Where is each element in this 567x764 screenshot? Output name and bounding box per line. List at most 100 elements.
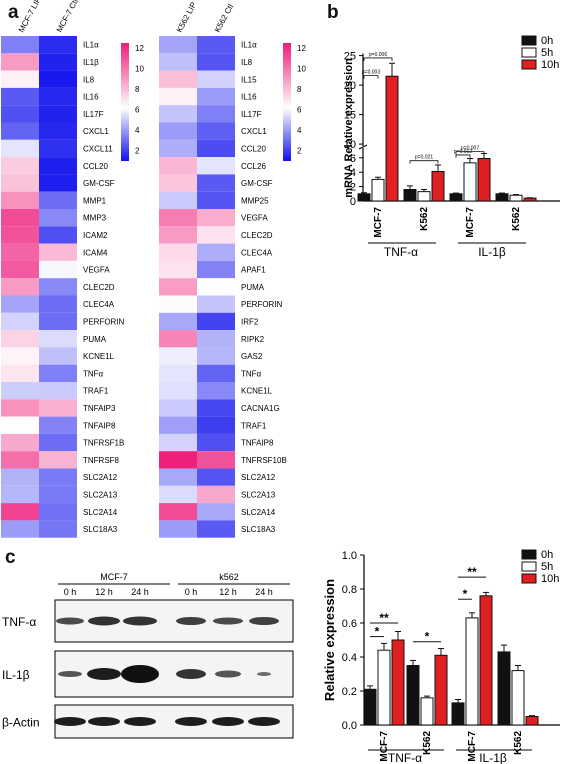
gene-label: SLC2A12 bbox=[241, 473, 276, 482]
heatmap-cell bbox=[39, 312, 77, 331]
gene-label: KCNE1L bbox=[241, 387, 273, 396]
bar-0h bbox=[495, 193, 509, 202]
colorbar-tick: 2 bbox=[297, 147, 302, 156]
heatmap-cell bbox=[1, 191, 39, 209]
heatmap-cell bbox=[159, 243, 197, 261]
colorbar-tick: 2 bbox=[135, 147, 140, 156]
heatmap-cell bbox=[159, 503, 197, 521]
gene-label: SLC2A14 bbox=[83, 508, 118, 517]
significance-bracket bbox=[455, 154, 471, 158]
heatmap-cell bbox=[39, 295, 77, 313]
y-tick-label: 1.0 bbox=[342, 550, 357, 562]
bar-0h bbox=[406, 665, 420, 726]
blot-row-label: IL-1β bbox=[2, 668, 30, 682]
category-label: MCF-7 bbox=[465, 207, 476, 238]
y-tick-label: 25 bbox=[344, 51, 356, 63]
heatmap-cell bbox=[1, 157, 39, 175]
heatmap-cell bbox=[39, 451, 77, 469]
lane-label: 12 h bbox=[95, 587, 113, 597]
gene-label: GM-CSF bbox=[83, 179, 115, 188]
group-label: IL-1β bbox=[479, 751, 507, 764]
heatmap-cell bbox=[1, 209, 39, 227]
legend-swatch bbox=[521, 35, 537, 46]
heatmap-cell bbox=[1, 312, 39, 331]
heatmap-cell bbox=[197, 312, 235, 331]
heatmap-cell bbox=[159, 416, 197, 434]
heatmap-cell bbox=[1, 485, 39, 504]
p-value-label: p=0.021 bbox=[415, 155, 433, 161]
heatmap-cell bbox=[159, 87, 197, 106]
blot-band bbox=[175, 717, 207, 726]
heatmap-cell bbox=[159, 260, 197, 279]
heatmap-cell bbox=[197, 260, 235, 279]
gene-label: IL16 bbox=[83, 93, 99, 102]
colorbar-tick: 10 bbox=[297, 65, 306, 74]
blot-row-label: β-Actin bbox=[2, 716, 40, 730]
bar-5h bbox=[511, 670, 525, 726]
heatmap-cell bbox=[159, 226, 197, 244]
heatmap-cell bbox=[39, 122, 77, 140]
heatmap-cell bbox=[1, 330, 39, 348]
gene-label: SLC18A3 bbox=[241, 525, 276, 534]
heatmap-cell bbox=[197, 416, 235, 434]
heatmap-cell bbox=[1, 364, 39, 382]
significance-mark: * bbox=[463, 587, 468, 601]
gene-label: CLEC2D bbox=[241, 231, 273, 240]
heatmap-cell bbox=[159, 520, 197, 538]
gene-label: TNFRSF8 bbox=[83, 456, 120, 465]
heatmap-cell bbox=[1, 174, 39, 192]
heatmap-cell bbox=[197, 53, 235, 71]
gene-label: ICAM2 bbox=[83, 231, 108, 240]
heatmap-cell bbox=[159, 191, 197, 209]
blot-band bbox=[54, 717, 86, 726]
colorbar-tick: 8 bbox=[297, 85, 302, 94]
colorbar-tick: 6 bbox=[297, 106, 302, 115]
significance-mark: ** bbox=[467, 565, 477, 579]
gene-label: PUMA bbox=[241, 283, 265, 292]
heatmap-cell bbox=[39, 347, 77, 365]
heatmap-cell bbox=[39, 157, 77, 175]
heatmap-cell bbox=[159, 451, 197, 469]
gene-label: IL15 bbox=[241, 75, 257, 84]
heatmap-cell bbox=[39, 330, 77, 348]
colorbar-tick: 10 bbox=[135, 65, 144, 74]
category-label: K562 bbox=[419, 207, 430, 231]
gene-label: IL8 bbox=[83, 75, 95, 84]
heatmap-cell bbox=[39, 416, 77, 434]
blot-group-label: k562 bbox=[219, 572, 239, 582]
significance-mark: * bbox=[375, 625, 380, 639]
heatmap-cell bbox=[1, 70, 39, 88]
y-tick-label: 6 bbox=[350, 153, 356, 165]
heatmap-cell bbox=[1, 382, 39, 400]
gene-label: TNFRSF1B bbox=[83, 439, 124, 448]
panel-a-label: a bbox=[8, 2, 19, 23]
gene-label: VEGFA bbox=[83, 266, 110, 275]
heatmap-cell bbox=[39, 87, 77, 106]
colorbar-tick: 8 bbox=[135, 85, 140, 94]
blot-band bbox=[176, 617, 206, 625]
heatmap-cell bbox=[1, 295, 39, 313]
heatmap-cell bbox=[39, 174, 77, 192]
heatmap-cell bbox=[1, 226, 39, 244]
heatmap-cell bbox=[39, 105, 77, 123]
heatmap-cell bbox=[159, 312, 197, 331]
y-tick-label: 0.6 bbox=[342, 618, 357, 630]
heatmap-cell bbox=[159, 122, 197, 140]
significance-bracket bbox=[409, 160, 439, 164]
group-label: IL-1β bbox=[478, 245, 506, 259]
heatmap-cell bbox=[1, 243, 39, 261]
y-tick-label: 0 bbox=[350, 196, 356, 208]
bar-0h bbox=[451, 702, 465, 726]
p-value-label: p=0.003 bbox=[362, 70, 380, 76]
gene-label: CCL26 bbox=[241, 162, 266, 171]
heatmap-cell bbox=[197, 243, 235, 261]
bar-0h bbox=[497, 651, 511, 726]
bar-10h bbox=[385, 75, 399, 202]
p-value-label: p=0.012 bbox=[454, 149, 472, 155]
y-tick-label: 0.0 bbox=[342, 720, 357, 732]
heatmap-cell bbox=[39, 191, 77, 209]
bar-10h bbox=[391, 639, 405, 726]
gene-label: SLC2A14 bbox=[241, 508, 276, 517]
heatmap-cell bbox=[159, 330, 197, 348]
legend-swatch bbox=[521, 59, 537, 70]
